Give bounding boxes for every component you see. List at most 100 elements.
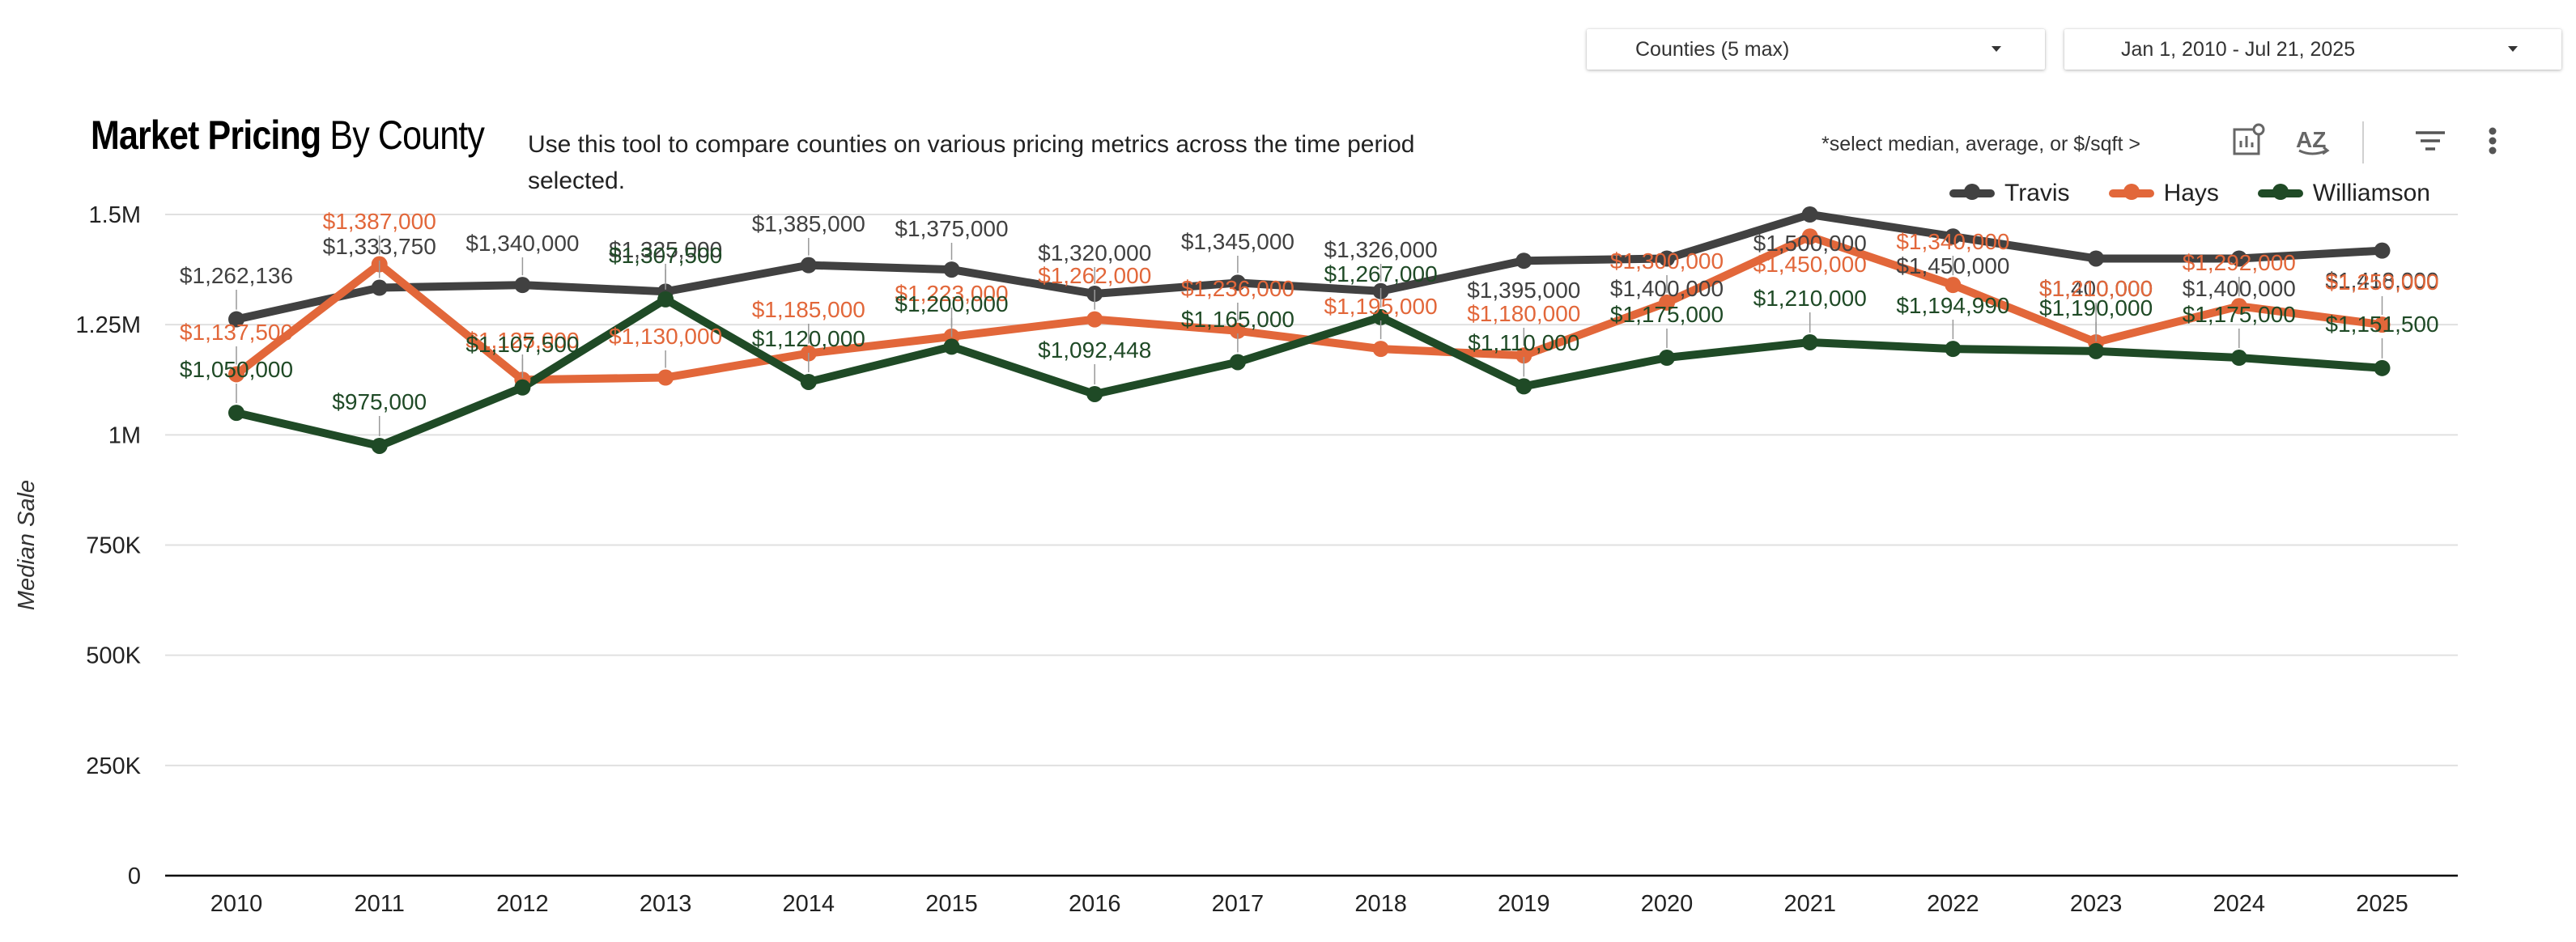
chevron-down-icon bbox=[1992, 46, 2001, 52]
data-label-williamson: $1,307,500 bbox=[609, 243, 722, 268]
date-range-dropdown[interactable]: Jan 1, 2010 - Jul 21, 2025 bbox=[2064, 29, 2561, 70]
data-point-travis[interactable] bbox=[800, 257, 817, 274]
data-point-travis[interactable] bbox=[1515, 252, 1532, 269]
chart-settings-icon[interactable] bbox=[2231, 123, 2267, 159]
data-label-hays: $1,300,000 bbox=[1610, 248, 1724, 274]
data-point-hays[interactable] bbox=[1659, 294, 1675, 311]
series-line-williamson bbox=[232, 295, 2387, 450]
data-point-williamson[interactable] bbox=[1801, 333, 1818, 350]
data-point-williamson[interactable] bbox=[2088, 342, 2105, 359]
data-label-travis: $1,395,000 bbox=[1467, 278, 1580, 303]
metric-select-hint[interactable]: *select median, average, or $/sqft > bbox=[1821, 133, 2140, 155]
data-point-williamson[interactable] bbox=[1945, 341, 1962, 358]
data-point-williamson[interactable] bbox=[1372, 308, 1389, 325]
data-point-hays[interactable] bbox=[2230, 298, 2247, 315]
data-label-travis: $1,326,000 bbox=[1324, 237, 1438, 262]
data-point-travis[interactable] bbox=[1801, 206, 1818, 223]
data-point-williamson[interactable] bbox=[228, 405, 244, 422]
legend-item-hays[interactable]: Hays bbox=[2108, 180, 2219, 207]
data-point-travis[interactable] bbox=[2230, 250, 2247, 267]
x-tick-label: 2016 bbox=[1069, 891, 1121, 917]
data-point-travis[interactable] bbox=[228, 311, 244, 328]
data-label-williamson: $1,120,000 bbox=[752, 326, 865, 351]
data-point-williamson[interactable] bbox=[1086, 385, 1103, 402]
data-point-williamson[interactable] bbox=[1659, 350, 1675, 367]
data-label-travis: $1,262,136 bbox=[180, 263, 293, 288]
data-label-williamson: $1,194,990 bbox=[1896, 293, 2009, 318]
data-point-hays[interactable] bbox=[1229, 322, 1246, 339]
data-label-hays: $1,137,500 bbox=[180, 320, 293, 345]
data-label-hays: $1,250,000 bbox=[2325, 269, 2438, 295]
data-label-hays: $1,450,000 bbox=[1753, 252, 1867, 277]
data-point-williamson[interactable] bbox=[514, 379, 531, 396]
legend-label-hays: Hays bbox=[2163, 180, 2219, 206]
data-label-hays: $1,210,000 bbox=[2039, 276, 2153, 301]
data-point-williamson[interactable] bbox=[2230, 350, 2247, 367]
data-point-williamson[interactable] bbox=[371, 437, 388, 454]
data-point-williamson[interactable] bbox=[1229, 354, 1246, 371]
data-point-hays[interactable] bbox=[1801, 228, 1818, 245]
data-label-travis: $1,345,000 bbox=[1181, 229, 1294, 254]
data-point-travis[interactable] bbox=[1229, 274, 1246, 291]
x-tick-label: 2021 bbox=[1783, 891, 1836, 917]
legend-swatch-williamson bbox=[2257, 184, 2303, 200]
x-tick-label: 2010 bbox=[210, 891, 263, 917]
data-point-travis[interactable] bbox=[1945, 228, 1962, 245]
data-point-travis[interactable] bbox=[943, 261, 960, 278]
page-title: Market Pricing By County bbox=[91, 112, 485, 159]
data-label-hays: $1,185,000 bbox=[752, 297, 865, 322]
data-label-williamson: $1,190,000 bbox=[2039, 295, 2153, 320]
x-tick-label: 2013 bbox=[640, 891, 692, 917]
data-point-hays[interactable] bbox=[228, 366, 244, 383]
data-label-hays: $1,387,000 bbox=[323, 209, 436, 234]
data-label-hays: $1,223,000 bbox=[895, 281, 1008, 306]
data-point-williamson[interactable] bbox=[2374, 359, 2391, 376]
filter-icon[interactable] bbox=[2412, 123, 2448, 159]
legend-item-williamson[interactable]: Williamson bbox=[2257, 180, 2430, 207]
series-line-travis bbox=[232, 210, 2387, 324]
tool-description: Use this tool to compare counties on var… bbox=[528, 131, 1415, 194]
data-label-travis: $1,418,000 bbox=[2325, 268, 2438, 293]
x-tick-label: 2019 bbox=[1498, 891, 1550, 917]
data-point-hays[interactable] bbox=[1515, 347, 1532, 364]
data-point-hays[interactable] bbox=[2374, 316, 2391, 333]
data-label-williamson: $1,110,000 bbox=[1468, 330, 1579, 355]
data-point-travis[interactable] bbox=[1659, 250, 1675, 267]
data-point-travis[interactable] bbox=[2088, 250, 2105, 267]
x-tick-label: 2015 bbox=[925, 891, 978, 917]
data-point-hays[interactable] bbox=[657, 369, 674, 386]
y-tick-label: 1.25M bbox=[75, 312, 141, 338]
chevron-down-icon bbox=[2508, 46, 2518, 52]
data-label-hays: $1,125,000 bbox=[465, 328, 579, 353]
data-point-hays[interactable] bbox=[1372, 341, 1389, 358]
data-point-williamson[interactable] bbox=[943, 338, 960, 355]
legend-swatch-travis bbox=[1949, 184, 1995, 200]
data-point-williamson[interactable] bbox=[800, 373, 817, 390]
series-lines bbox=[228, 206, 2391, 454]
legend-label-travis: Travis bbox=[2004, 180, 2070, 206]
x-tick-label: 2014 bbox=[783, 891, 835, 917]
data-point-travis[interactable] bbox=[371, 279, 388, 296]
legend-item-travis[interactable]: Travis bbox=[1949, 180, 2070, 207]
more-options-icon[interactable] bbox=[2480, 123, 2505, 159]
data-label-travis: $1,320,000 bbox=[1038, 240, 1151, 265]
x-tick-label: 2024 bbox=[2213, 891, 2266, 917]
y-axis-label: Median Sale bbox=[14, 480, 40, 610]
data-label-hays: $1,292,000 bbox=[2183, 250, 2296, 275]
data-point-hays[interactable] bbox=[1945, 277, 1962, 294]
counties-dropdown[interactable]: Counties (5 max) bbox=[1587, 29, 2045, 70]
data-label-hays: $1,340,000 bbox=[1896, 229, 2009, 254]
data-label-williamson: $1,175,000 bbox=[1610, 302, 1724, 327]
y-tick-label: 500K bbox=[86, 643, 141, 669]
legend-label-williamson: Williamson bbox=[2312, 180, 2430, 206]
data-label-travis: $1,385,000 bbox=[752, 211, 865, 236]
gridlines bbox=[165, 214, 2458, 766]
data-point-travis[interactable] bbox=[2374, 242, 2391, 259]
data-point-williamson[interactable] bbox=[657, 291, 674, 308]
data-point-hays[interactable] bbox=[1086, 311, 1103, 328]
x-tick-label: 2012 bbox=[496, 891, 549, 917]
toolbar-divider bbox=[2362, 121, 2364, 163]
sort-az-icon[interactable]: AZ bbox=[2294, 123, 2333, 159]
data-point-travis[interactable] bbox=[514, 277, 531, 294]
data-point-williamson[interactable] bbox=[1515, 378, 1532, 395]
